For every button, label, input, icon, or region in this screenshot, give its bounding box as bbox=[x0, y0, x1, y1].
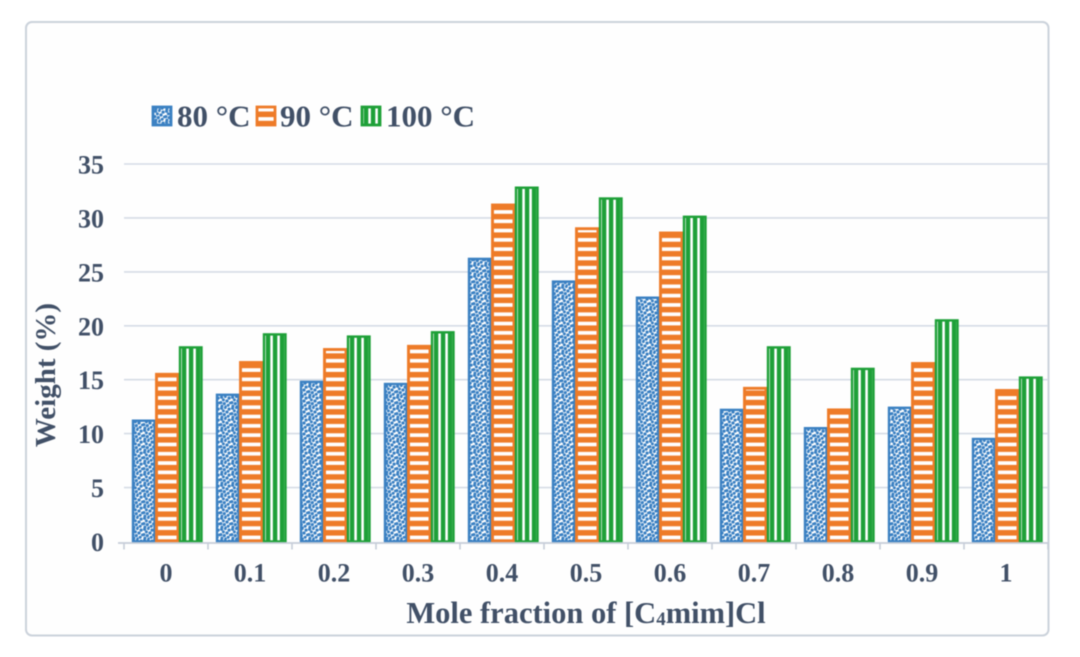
svg-text:0.9: 0.9 bbox=[906, 559, 939, 588]
svg-text:10: 10 bbox=[78, 420, 104, 449]
svg-text:80 °C: 80 °C bbox=[177, 99, 251, 134]
svg-text:100 °C: 100 °C bbox=[386, 99, 475, 134]
svg-text:0.6: 0.6 bbox=[654, 559, 687, 588]
svg-text:0.7: 0.7 bbox=[738, 559, 771, 588]
svg-text:0: 0 bbox=[91, 528, 104, 557]
svg-text:Mole fraction of [C4mim]Cl: Mole fraction of [C4mim]Cl bbox=[406, 596, 765, 630]
svg-text:35: 35 bbox=[78, 151, 104, 180]
svg-text:90 °C: 90 °C bbox=[280, 99, 354, 134]
svg-text:0.1: 0.1 bbox=[234, 559, 267, 588]
svg-text:1: 1 bbox=[1000, 559, 1013, 588]
svg-text:0.4: 0.4 bbox=[486, 559, 519, 588]
svg-text:20: 20 bbox=[78, 312, 104, 341]
svg-text:0.3: 0.3 bbox=[402, 559, 435, 588]
svg-text:0: 0 bbox=[160, 559, 173, 588]
svg-text:5: 5 bbox=[91, 474, 104, 503]
svg-text:0.8: 0.8 bbox=[822, 559, 855, 588]
svg-text:Weight (%): Weight (%) bbox=[30, 303, 62, 447]
svg-text:15: 15 bbox=[78, 366, 104, 395]
svg-text:30: 30 bbox=[78, 204, 104, 233]
svg-text:0.5: 0.5 bbox=[570, 559, 603, 588]
svg-text:25: 25 bbox=[78, 258, 104, 287]
svg-text:0.2: 0.2 bbox=[318, 559, 351, 588]
